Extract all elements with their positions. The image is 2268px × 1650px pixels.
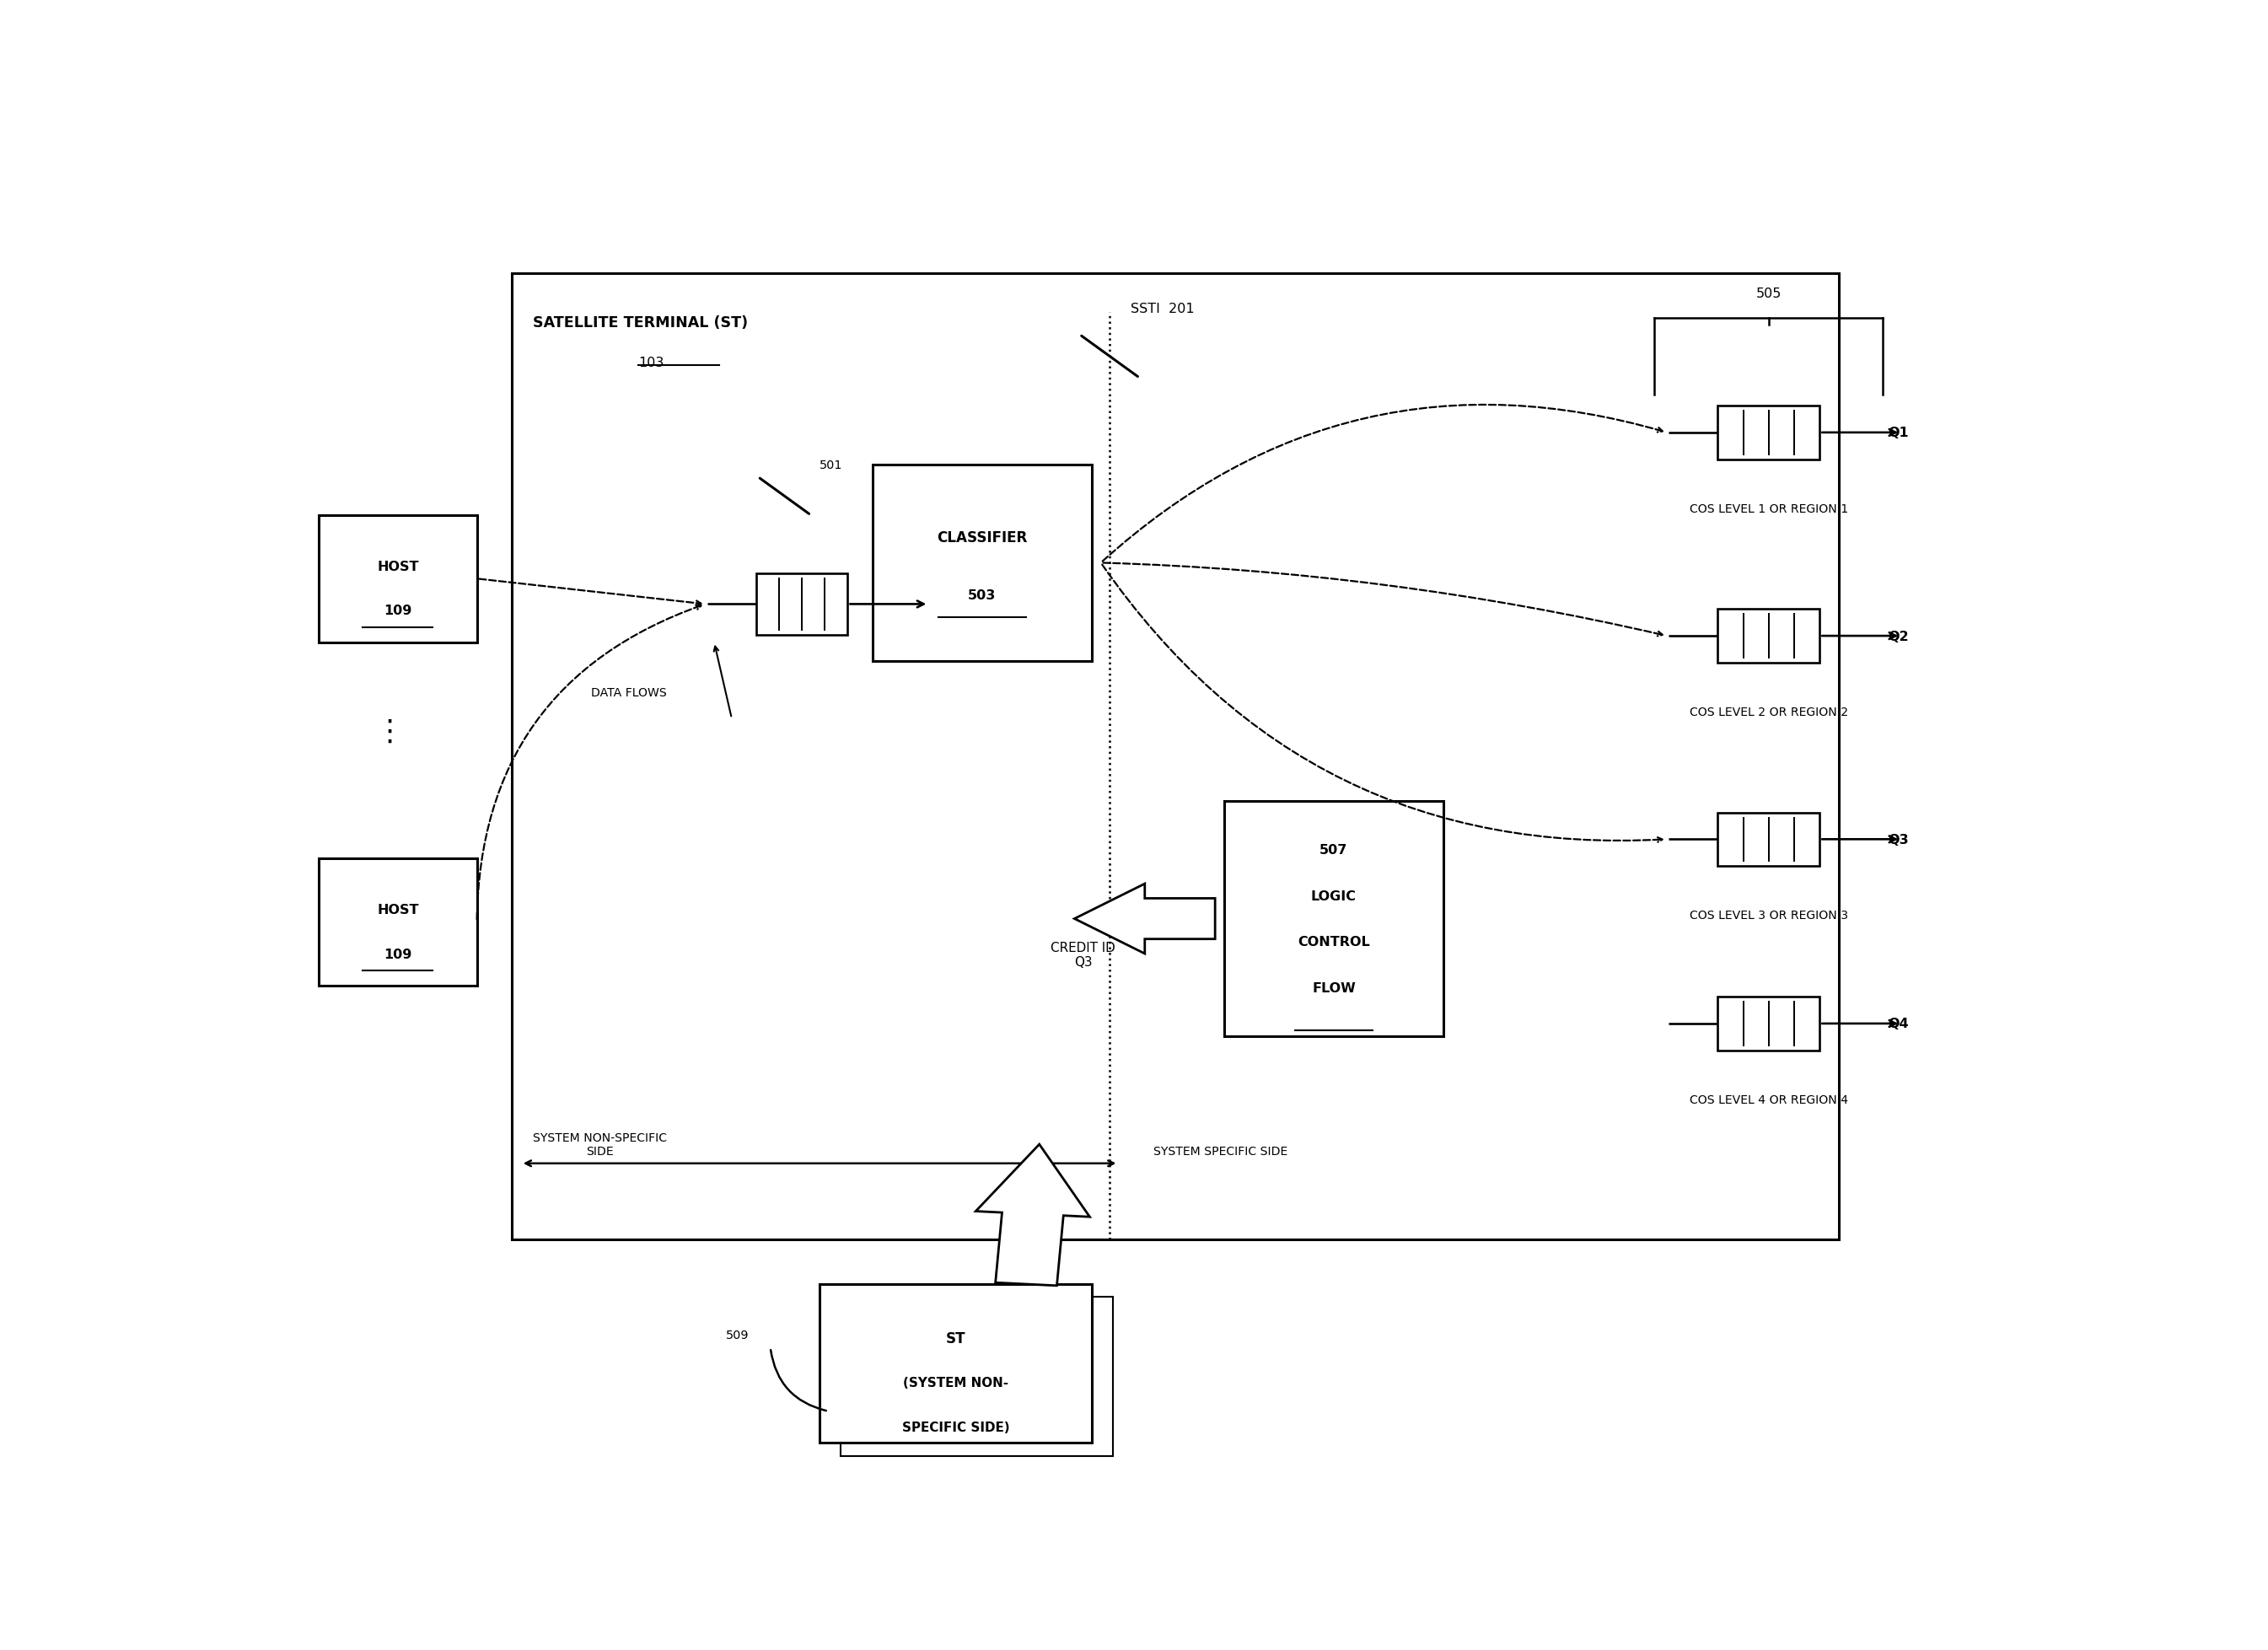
Text: FLOW: FLOW [1311,982,1356,995]
Bar [1717,406,1819,460]
Bar [755,574,848,635]
Bar [873,465,1093,662]
Text: LOGIC: LOGIC [1311,889,1356,903]
Text: ST: ST [946,1330,966,1346]
Text: 103: 103 [640,356,665,370]
Text: COS LEVEL 4 OR REGION 4: COS LEVEL 4 OR REGION 4 [1690,1094,1848,1106]
Text: 503: 503 [968,589,996,601]
Text: 501: 501 [819,459,844,472]
Text: 507: 507 [1320,843,1347,856]
Text: ⋮: ⋮ [374,718,404,746]
Text: 109: 109 [383,947,413,960]
Bar [1717,813,1819,866]
Bar [841,1297,1114,1455]
Text: CREDIT ID
Q3: CREDIT ID Q3 [1050,940,1116,969]
FancyArrow shape [1075,884,1216,954]
Bar [318,515,476,644]
Bar [1717,997,1819,1051]
Text: HOST: HOST [376,903,420,916]
Text: SPECIFIC SIDE): SPECIFIC SIDE) [903,1421,1009,1434]
Bar [1225,802,1445,1036]
Text: CLASSIFIER: CLASSIFIER [937,530,1027,546]
Text: DATA FLOWS: DATA FLOWS [592,686,667,700]
Text: COS LEVEL 1 OR REGION 1: COS LEVEL 1 OR REGION 1 [1690,503,1848,515]
Text: SYSTEM SPECIFIC SIDE: SYSTEM SPECIFIC SIDE [1154,1145,1288,1157]
Text: 505: 505 [1755,287,1783,300]
Text: 109: 109 [383,604,413,617]
Text: Q3: Q3 [1889,833,1910,846]
Text: SATELLITE TERMINAL (ST): SATELLITE TERMINAL (ST) [533,315,748,330]
Text: Q1: Q1 [1889,427,1910,439]
Text: Q2: Q2 [1889,630,1910,642]
Text: Q4: Q4 [1889,1018,1910,1030]
Text: (SYSTEM NON-: (SYSTEM NON- [903,1376,1009,1389]
Text: SSTI  201: SSTI 201 [1132,302,1195,315]
Text: HOST: HOST [376,559,420,573]
Text: COS LEVEL 3 OR REGION 3: COS LEVEL 3 OR REGION 3 [1690,909,1848,921]
Text: CONTROL: CONTROL [1297,936,1370,949]
Text: 509: 509 [726,1330,748,1341]
FancyArrow shape [975,1145,1089,1285]
Text: SYSTEM NON-SPECIFIC
SIDE: SYSTEM NON-SPECIFIC SIDE [533,1132,667,1157]
Bar [1717,609,1819,663]
Text: COS LEVEL 2 OR REGION 2: COS LEVEL 2 OR REGION 2 [1690,706,1848,718]
Bar [318,858,476,985]
Bar [513,274,1839,1239]
Bar [819,1284,1091,1444]
